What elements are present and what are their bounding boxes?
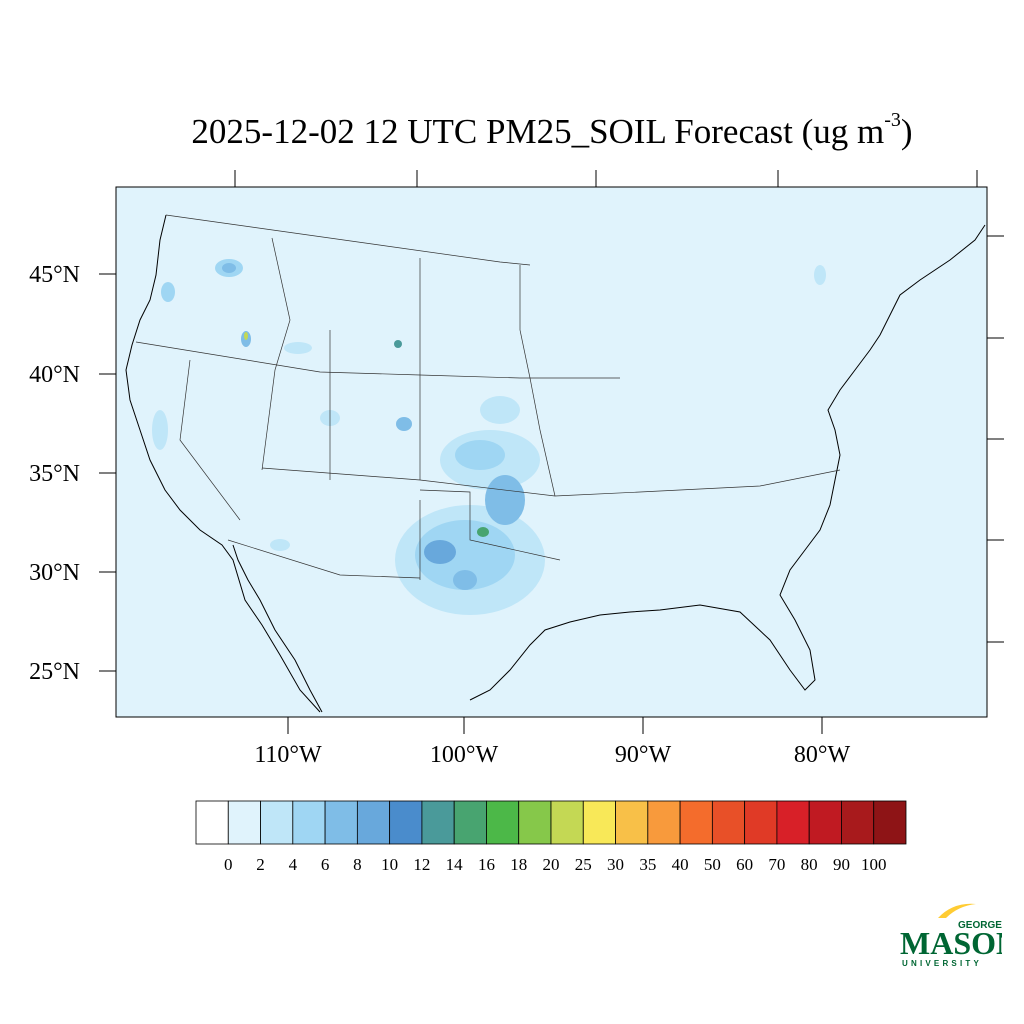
colorbar-swatch-2 bbox=[260, 800, 294, 845]
colorbar-swatch-5 bbox=[356, 800, 391, 845]
border-ok-tx bbox=[419, 489, 561, 561]
canada-border-west bbox=[165, 214, 531, 266]
colorbar-label-9: 18 bbox=[510, 855, 527, 874]
colorbar-label-20: 100 bbox=[861, 855, 887, 874]
blob-texas-core-2 bbox=[453, 570, 477, 590]
blob-oklahoma-peak bbox=[477, 527, 489, 537]
colorbar bbox=[195, 800, 907, 845]
colorbar-label-8: 16 bbox=[478, 855, 495, 874]
title-superscript: -3 bbox=[884, 109, 901, 132]
colorbar-label-10: 20 bbox=[543, 855, 560, 874]
colorbar-swatch-7 bbox=[421, 800, 455, 845]
lat-label-25: 25°N bbox=[29, 659, 80, 685]
colorbar-label-14: 40 bbox=[672, 855, 689, 874]
blob-arizona bbox=[270, 539, 290, 551]
lon-label-110: 110°W bbox=[254, 742, 322, 768]
colorbar-label-2: 4 bbox=[289, 855, 298, 874]
border-mexico bbox=[227, 539, 421, 579]
lon-label-90: 90°W bbox=[615, 742, 672, 768]
colorbar-swatch-6 bbox=[389, 800, 423, 845]
colorbar-swatch-13 bbox=[615, 800, 649, 845]
west-coast bbox=[125, 214, 321, 713]
lat-label-45: 45°N bbox=[29, 262, 80, 288]
map-frame bbox=[115, 186, 988, 718]
colorbar-label-3: 6 bbox=[321, 855, 330, 874]
colorbar-label-0: 0 bbox=[224, 855, 233, 874]
border-ca-nv bbox=[179, 359, 241, 521]
colorbar-swatch-16 bbox=[711, 800, 746, 845]
frame-ticks bbox=[99, 170, 1004, 734]
colorbar-swatch-3 bbox=[292, 800, 326, 845]
blob-newyork bbox=[814, 265, 826, 285]
colorbar-swatch-12 bbox=[582, 800, 616, 845]
colorbar-swatch-8 bbox=[453, 800, 487, 845]
colorbar-label-15: 50 bbox=[704, 855, 721, 874]
lon-label-100: 100°W bbox=[430, 742, 499, 768]
blob-texas-core-1 bbox=[424, 540, 456, 564]
blob-nebraska bbox=[480, 396, 520, 424]
colorbar-label-12: 30 bbox=[607, 855, 624, 874]
blob-oregon-2 bbox=[161, 282, 175, 302]
blob-kansas-mid bbox=[455, 440, 505, 470]
colorbar-swatch-15 bbox=[679, 800, 713, 845]
colorbar-swatch-0 bbox=[195, 800, 229, 845]
map-title: 2025-12-02 12 UTC PM25_SOIL Forecast (ug… bbox=[0, 109, 1024, 152]
colorbar-label-17: 70 bbox=[768, 855, 785, 874]
blob-oklahoma-core bbox=[485, 475, 525, 525]
blob-california bbox=[152, 410, 168, 450]
blob-nebraska-dot bbox=[394, 340, 402, 348]
logo-george: GEORGE bbox=[958, 920, 1002, 931]
blob-oregon-1-core bbox=[222, 263, 236, 273]
border-id-nv bbox=[261, 237, 291, 471]
colorbar-swatch-14 bbox=[647, 800, 681, 845]
colorbar-swatch-11 bbox=[550, 800, 584, 845]
logo-mason: MASON bbox=[900, 925, 1002, 961]
colorbar-label-4: 8 bbox=[353, 855, 362, 874]
border-mn-ia-mo bbox=[519, 265, 556, 497]
colorbar-swatch-19 bbox=[808, 800, 842, 845]
colorbar-swatch-20 bbox=[841, 800, 875, 845]
colorbar-swatch-4 bbox=[324, 800, 358, 845]
lon-label-80: 80°W bbox=[794, 742, 851, 768]
coastlines bbox=[125, 214, 986, 713]
blob-wyoming bbox=[284, 342, 312, 354]
colorbar-swatch-21 bbox=[873, 800, 907, 845]
state-borders bbox=[135, 214, 841, 580]
colorbar-swatch-18 bbox=[776, 800, 810, 845]
title-close: ) bbox=[900, 112, 913, 151]
colorbar-swatch-17 bbox=[744, 800, 778, 845]
colorbar-label-11: 25 bbox=[575, 855, 592, 874]
colorbar-swatch-9 bbox=[486, 800, 520, 845]
colorbar-label-1: 2 bbox=[256, 855, 265, 874]
baja-coast bbox=[232, 544, 323, 713]
lat-label-30: 30°N bbox=[29, 560, 80, 586]
border-lat-36 bbox=[261, 467, 841, 497]
lat-label-35: 35°N bbox=[29, 461, 80, 487]
blob-texas-mid bbox=[415, 520, 515, 590]
colorbar-labels: 0 2 4 6 8 10 12 14 16 18 20 25 30 35 40 50 60 70 80 90 100 bbox=[224, 855, 886, 874]
gulf-east-coast bbox=[469, 224, 986, 701]
blob-colorado bbox=[396, 417, 412, 431]
colorbar-label-6: 12 bbox=[413, 855, 430, 874]
colorbar-label-5: 10 bbox=[381, 855, 398, 874]
colorbar-swatch-1 bbox=[227, 800, 261, 845]
logo-accent-swoosh bbox=[938, 903, 976, 918]
colorbar-label-13: 35 bbox=[639, 855, 656, 874]
concentration-field bbox=[152, 259, 826, 615]
colorbar-label-19: 90 bbox=[833, 855, 850, 874]
colorbar-label-7: 14 bbox=[446, 855, 464, 874]
colorbar-label-16: 60 bbox=[736, 855, 753, 874]
gmu-logo: GEORGE MASON UNIVERSITY bbox=[900, 903, 1002, 968]
lat-label-40: 40°N bbox=[29, 362, 80, 388]
colorbar-swatch-10 bbox=[518, 800, 552, 845]
title-main: 2025-12-02 12 UTC PM25_SOIL Forecast (ug… bbox=[191, 112, 885, 151]
logo-university: UNIVERSITY bbox=[902, 959, 982, 968]
colorbar-label-18: 80 bbox=[801, 855, 818, 874]
blob-idaho-core bbox=[244, 332, 248, 340]
